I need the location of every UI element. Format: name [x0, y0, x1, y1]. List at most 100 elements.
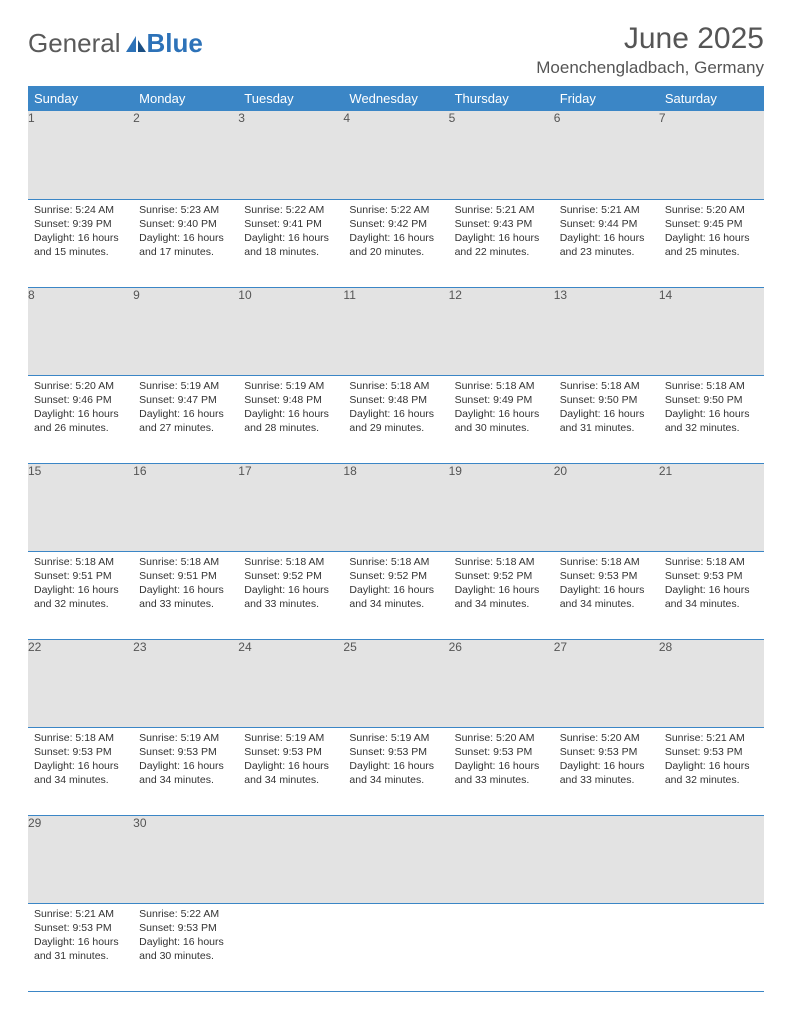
day-number-cell: 20	[554, 463, 659, 551]
day-number-cell: 28	[659, 639, 764, 727]
daylight-line: Daylight: 16 hours and 27 minutes.	[139, 407, 232, 435]
sunrise-line: Sunrise: 5:18 AM	[665, 555, 758, 569]
day-number-cell: 25	[343, 639, 448, 727]
day-cell: Sunrise: 5:18 AMSunset: 9:53 PMDaylight:…	[659, 551, 764, 639]
day-number-cell	[449, 815, 554, 903]
sunset-line: Sunset: 9:46 PM	[34, 393, 127, 407]
daylight-line: Daylight: 16 hours and 34 minutes.	[244, 759, 337, 787]
sunset-line: Sunset: 9:50 PM	[665, 393, 758, 407]
sunset-line: Sunset: 9:53 PM	[244, 745, 337, 759]
sunset-line: Sunset: 9:53 PM	[455, 745, 548, 759]
calendar-table: Sunday Monday Tuesday Wednesday Thursday…	[28, 86, 764, 992]
day-number-cell: 22	[28, 639, 133, 727]
day-number-cell	[343, 815, 448, 903]
day-details: Sunrise: 5:20 AMSunset: 9:46 PMDaylight:…	[28, 376, 133, 442]
day-cell: Sunrise: 5:19 AMSunset: 9:53 PMDaylight:…	[343, 727, 448, 815]
day-number-cell: 3	[238, 111, 343, 199]
sunset-line: Sunset: 9:48 PM	[349, 393, 442, 407]
day-details: Sunrise: 5:18 AMSunset: 9:52 PMDaylight:…	[449, 552, 554, 618]
daylight-line: Daylight: 16 hours and 25 minutes.	[665, 231, 758, 259]
daylight-line: Daylight: 16 hours and 34 minutes.	[34, 759, 127, 787]
day-cell: Sunrise: 5:19 AMSunset: 9:53 PMDaylight:…	[238, 727, 343, 815]
daylight-line: Daylight: 16 hours and 18 minutes.	[244, 231, 337, 259]
day-cell: Sunrise: 5:18 AMSunset: 9:48 PMDaylight:…	[343, 375, 448, 463]
day-number-cell: 29	[28, 815, 133, 903]
day-number-cell: 5	[449, 111, 554, 199]
daylight-line: Daylight: 16 hours and 28 minutes.	[244, 407, 337, 435]
day-cell	[343, 903, 448, 991]
sunrise-line: Sunrise: 5:20 AM	[560, 731, 653, 745]
day-details: Sunrise: 5:23 AMSunset: 9:40 PMDaylight:…	[133, 200, 238, 266]
day-cell: Sunrise: 5:18 AMSunset: 9:51 PMDaylight:…	[133, 551, 238, 639]
month-title: June 2025	[536, 22, 764, 56]
day-details: Sunrise: 5:18 AMSunset: 9:52 PMDaylight:…	[343, 552, 448, 618]
day-cell: Sunrise: 5:18 AMSunset: 9:50 PMDaylight:…	[554, 375, 659, 463]
day-cell: Sunrise: 5:18 AMSunset: 9:53 PMDaylight:…	[554, 551, 659, 639]
day-body-row: Sunrise: 5:18 AM Sunset: 9:51 PM Daylight:…	[28, 551, 764, 639]
daylight-line: Daylight: 16 hours and 33 minutes.	[244, 583, 337, 611]
day-number-cell: 18	[343, 463, 448, 551]
day-details: Sunrise: 5:18 AMSunset: 9:53 PMDaylight:…	[659, 552, 764, 618]
page-header: General Blue June 2025 Moenchengladbach,…	[28, 22, 764, 78]
sunrise-line: Sunrise: 5:18 AM	[455, 379, 548, 393]
weekday-header: Tuesday	[238, 86, 343, 111]
day-cell: Sunrise: 5:24 AMSunset: 9:39 PMDaylight:…	[28, 199, 133, 287]
day-details: Sunrise: 5:19 AMSunset: 9:53 PMDaylight:…	[238, 728, 343, 794]
day-details: Sunrise: 5:18 AMSunset: 9:51 PMDaylight:…	[28, 552, 133, 618]
day-number-cell: 13	[554, 287, 659, 375]
weekday-header-row: Sunday Monday Tuesday Wednesday Thursday…	[28, 86, 764, 111]
day-details: Sunrise: 5:22 AMSunset: 9:53 PMDaylight:…	[133, 904, 238, 970]
day-number-cell: 11	[343, 287, 448, 375]
sunset-line: Sunset: 9:52 PM	[244, 569, 337, 583]
day-cell: Sunrise: 5:21 AMSunset: 9:43 PMDaylight:…	[449, 199, 554, 287]
day-details: Sunrise: 5:22 AMSunset: 9:41 PMDaylight:…	[238, 200, 343, 266]
day-number-cell: 4	[343, 111, 448, 199]
day-cell: Sunrise: 5:18 AMSunset: 9:51 PMDaylight:…	[28, 551, 133, 639]
calendar-page: General Blue June 2025 Moenchengladbach,…	[0, 0, 792, 1014]
day-number-cell: 30	[133, 815, 238, 903]
day-body-row: Sunrise: 5:20 AMSunset: 9:46 PMDaylight:…	[28, 375, 764, 463]
day-number-cell: 9	[133, 287, 238, 375]
daylight-line: Daylight: 16 hours and 23 minutes.	[560, 231, 653, 259]
sunset-line: Sunset: 9:47 PM	[139, 393, 232, 407]
daylight-line: Daylight: 16 hours and 29 minutes.	[349, 407, 442, 435]
weekday-header: Wednesday	[343, 86, 448, 111]
day-cell: Sunrise: 5:20 AMSunset: 9:45 PMDaylight:…	[659, 199, 764, 287]
daylight-line: Daylight: 16 hours and 30 minutes.	[455, 407, 548, 435]
sunrise-line: Sunrise: 5:19 AM	[244, 379, 337, 393]
day-cell: Sunrise: 5:20 AMSunset: 9:53 PMDaylight:…	[554, 727, 659, 815]
sunset-line: Sunset: 9:50 PM	[560, 393, 653, 407]
day-details: Sunrise: 5:18 AMSunset: 9:53 PMDaylight:…	[28, 728, 133, 794]
daylight-line: Daylight: 16 hours and 20 minutes.	[349, 231, 442, 259]
sunrise-line: Sunrise: 5:19 AM	[349, 731, 442, 745]
day-number-cell: 16	[133, 463, 238, 551]
sunset-line: Sunset: 9:43 PM	[455, 217, 548, 231]
sunrise-line: Sunrise: 5:21 AM	[34, 907, 127, 921]
sunset-line: Sunset: 9:45 PM	[665, 217, 758, 231]
daylight-line: Daylight: 16 hours and 31 minutes.	[34, 935, 127, 963]
title-block: June 2025 Moenchengladbach, Germany	[536, 22, 764, 78]
daylight-line: Daylight: 16 hours and 33 minutes.	[455, 759, 548, 787]
sunset-line: Sunset: 9:51 PM	[139, 569, 232, 583]
day-cell: Sunrise: 5:20 AMSunset: 9:53 PMDaylight:…	[449, 727, 554, 815]
sunset-line: Sunset: 9:39 PM	[34, 217, 127, 231]
day-details: Sunrise: 5:24 AMSunset: 9:39 PMDaylight:…	[28, 200, 133, 266]
day-body-row: Sunrise: 5:18 AMSunset: 9:53 PMDaylight:…	[28, 727, 764, 815]
day-number-cell: 27	[554, 639, 659, 727]
day-number-cell	[659, 815, 764, 903]
day-number-cell: 12	[449, 287, 554, 375]
sunset-line: Sunset: 9:44 PM	[560, 217, 653, 231]
day-details: Sunrise: 5:18 AMSunset: 9:51 PMDaylight:…	[133, 552, 238, 618]
day-cell: Sunrise: 5:18 AMSunset: 9:49 PMDaylight:…	[449, 375, 554, 463]
sunset-line: Sunset: 9:53 PM	[34, 921, 127, 935]
day-cell: Sunrise: 5:22 AMSunset: 9:53 PMDaylight:…	[133, 903, 238, 991]
sunrise-line: Sunrise: 5:19 AM	[244, 731, 337, 745]
day-details: Sunrise: 5:20 AMSunset: 9:45 PMDaylight:…	[659, 200, 764, 266]
weekday-header: Sunday	[28, 86, 133, 111]
daylight-line: Daylight: 16 hours and 32 minutes.	[665, 759, 758, 787]
brand-part1: General	[28, 28, 121, 59]
day-cell	[449, 903, 554, 991]
day-number-row: 22232425262728	[28, 639, 764, 727]
day-details: Sunrise: 5:22 AMSunset: 9:42 PMDaylight:…	[343, 200, 448, 266]
day-details: Sunrise: 5:20 AMSunset: 9:53 PMDaylight:…	[554, 728, 659, 794]
